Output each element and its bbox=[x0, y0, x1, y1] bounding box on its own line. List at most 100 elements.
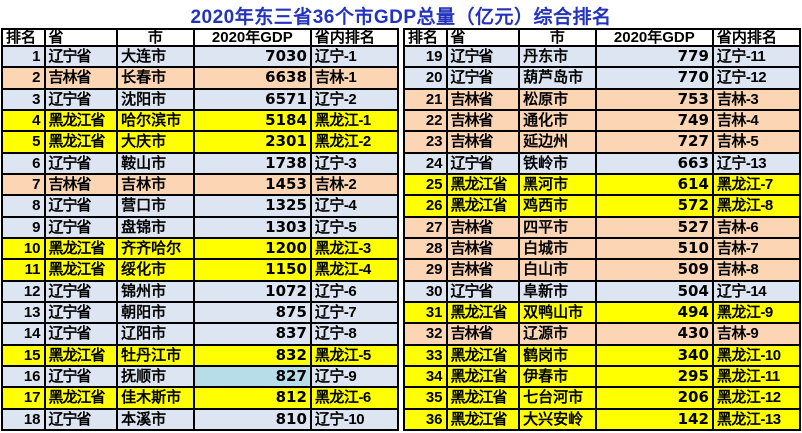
gdp-cell: 1303 bbox=[192, 215, 312, 239]
gdp-cell: 6571 bbox=[192, 87, 312, 111]
province-rank-cell: 吉林-5 bbox=[711, 130, 802, 154]
city-cell: 通化市 bbox=[518, 108, 597, 133]
gdp-cell: 2301 bbox=[192, 130, 312, 154]
province-cell: 辽宁省 bbox=[43, 407, 119, 432]
province-cell: 黑龙江省 bbox=[445, 172, 521, 197]
province-rank-cell: 黑龙江-11 bbox=[711, 364, 802, 389]
province-cell: 吉林省 bbox=[445, 322, 521, 346]
province-cell: 辽宁省 bbox=[445, 151, 521, 175]
rank-cell: 34 bbox=[403, 364, 448, 389]
table-row: 3 辽宁省 沈阳市 6571 辽宁-2 bbox=[1, 87, 400, 111]
province-rank-cell: 黑龙江-9 bbox=[711, 300, 802, 325]
rank-cell: 17 bbox=[1, 386, 46, 410]
province-cell: 吉林省 bbox=[445, 215, 521, 239]
header-gdp: 2020年GDP bbox=[192, 28, 312, 47]
table-row: 10 黑龙江省 齐齐哈尔 1200 黑龙江-3 bbox=[1, 236, 400, 261]
province-cell: 黑龙江省 bbox=[43, 108, 119, 133]
province-cell: 吉林省 bbox=[445, 258, 521, 282]
province-rank-cell: 辽宁-1 bbox=[309, 44, 400, 69]
province-rank-cell: 吉林-7 bbox=[711, 236, 802, 261]
rank-cell: 12 bbox=[1, 279, 46, 303]
province-cell: 黑龙江省 bbox=[445, 407, 521, 432]
header-rank: 排名 bbox=[1, 28, 46, 47]
header-province: 省 bbox=[43, 28, 119, 47]
page-title: 2020年东三省36个市GDP总量（亿元）综合排名 bbox=[190, 7, 612, 28]
gdp-cell: 614 bbox=[594, 172, 714, 197]
province-rank-cell: 辽宁-5 bbox=[309, 215, 400, 239]
gdp-cell: 504 bbox=[594, 279, 714, 303]
province-rank-cell: 吉林-3 bbox=[711, 87, 802, 111]
rank-cell: 28 bbox=[403, 236, 448, 261]
gdp-cell: 6638 bbox=[192, 66, 312, 90]
table-row: 25 黑龙江省 黑河市 614 黑龙江-7 bbox=[403, 172, 802, 197]
table-row: 9 辽宁省 盘锦市 1303 辽宁-5 bbox=[1, 215, 400, 239]
gdp-cell: 1738 bbox=[192, 151, 312, 175]
city-cell: 大连市 bbox=[116, 44, 195, 69]
province-rank-cell: 辽宁-11 bbox=[711, 44, 802, 69]
province-rank-cell: 吉林-8 bbox=[711, 258, 802, 282]
province-cell: 黑龙江省 bbox=[445, 386, 521, 410]
gdp-cell: 810 bbox=[192, 407, 312, 432]
gdp-table-right: 排名 省 市 2020年GDP 省内排名 19 辽宁省 丹东市 779 辽宁-11 20 辽… bbox=[403, 28, 802, 432]
city-cell: 朝阳市 bbox=[116, 300, 195, 325]
province-rank-cell: 吉林-1 bbox=[309, 66, 400, 90]
city-cell: 阜新市 bbox=[518, 279, 597, 303]
table-row: 2 吉林省 长春市 6638 吉林-1 bbox=[1, 66, 400, 90]
province-rank-cell: 辽宁-9 bbox=[309, 364, 400, 389]
city-cell: 延边州 bbox=[518, 130, 597, 154]
rank-cell: 36 bbox=[403, 407, 448, 432]
province-rank-cell: 辽宁-12 bbox=[711, 66, 802, 90]
table-row: 11 黑龙江省 绥化市 1150 黑龙江-4 bbox=[1, 258, 400, 282]
table-row: 20 辽宁省 葫芦岛市 770 辽宁-12 bbox=[403, 66, 802, 90]
province-cell: 黑龙江省 bbox=[43, 130, 119, 154]
rank-cell: 31 bbox=[403, 300, 448, 325]
province-rank-cell: 黑龙江-7 bbox=[711, 172, 802, 197]
gdp-cell: 510 bbox=[594, 236, 714, 261]
rank-cell: 30 bbox=[403, 279, 448, 303]
province-cell: 吉林省 bbox=[445, 236, 521, 261]
province-cell: 辽宁省 bbox=[43, 215, 119, 239]
table-row: 21 吉林省 松原市 753 吉林-3 bbox=[403, 87, 802, 111]
table-row: 28 吉林省 白城市 510 吉林-7 bbox=[403, 236, 802, 261]
table-row: 29 吉林省 白山市 509 吉林-8 bbox=[403, 258, 802, 282]
gdp-cell: 1453 bbox=[192, 172, 312, 197]
province-cell: 辽宁省 bbox=[43, 364, 119, 389]
province-rank-cell: 辽宁-13 bbox=[711, 151, 802, 175]
table-row: 5 黑龙江省 大庆市 2301 黑龙江-2 bbox=[1, 130, 400, 154]
province-cell: 吉林省 bbox=[43, 66, 119, 90]
city-cell: 营口市 bbox=[116, 194, 195, 218]
gdp-cell: 340 bbox=[594, 343, 714, 367]
city-cell: 盘锦市 bbox=[116, 215, 195, 239]
province-cell: 黑龙江省 bbox=[43, 343, 119, 367]
rank-cell: 13 bbox=[1, 300, 46, 325]
province-cell: 黑龙江省 bbox=[43, 236, 119, 261]
table-row: 1 辽宁省 大连市 7030 辽宁-1 bbox=[1, 44, 400, 69]
province-cell: 辽宁省 bbox=[445, 44, 521, 69]
gdp-cell: 770 bbox=[594, 66, 714, 90]
table-row: 32 吉林省 辽源市 430 吉林-9 bbox=[403, 322, 802, 346]
rank-cell: 8 bbox=[1, 194, 46, 218]
header-province: 省 bbox=[445, 28, 521, 47]
table-row: 33 黑龙江省 鹤岗市 340 黑龙江-10 bbox=[403, 343, 802, 367]
table-body-right: 19 辽宁省 丹东市 779 辽宁-11 20 辽宁省 葫芦岛市 770 辽宁-12 21 吉林省 松原… bbox=[403, 44, 802, 432]
gdp-cell: 5184 bbox=[192, 108, 312, 133]
gdp-cell: 779 bbox=[594, 44, 714, 69]
rank-cell: 23 bbox=[403, 130, 448, 154]
header-city: 市 bbox=[518, 28, 597, 47]
table-row: 23 吉林省 延边州 727 吉林-5 bbox=[403, 130, 802, 154]
rank-cell: 5 bbox=[1, 130, 46, 154]
header-city: 市 bbox=[116, 28, 195, 47]
province-cell: 吉林省 bbox=[43, 172, 119, 197]
city-cell: 哈尔滨市 bbox=[116, 108, 195, 133]
province-cell: 黑龙江省 bbox=[445, 343, 521, 367]
table-row: 19 辽宁省 丹东市 779 辽宁-11 bbox=[403, 44, 802, 69]
province-rank-cell: 辽宁-4 bbox=[309, 194, 400, 218]
gdp-cell: 509 bbox=[594, 258, 714, 282]
city-cell: 白城市 bbox=[518, 236, 597, 261]
gdp-cell: 295 bbox=[594, 364, 714, 389]
header-gdp: 2020年GDP bbox=[594, 28, 714, 47]
gdp-cell: 727 bbox=[594, 130, 714, 154]
table-body-left: 1 辽宁省 大连市 7030 辽宁-1 2 吉林省 长春市 6638 吉林-1 3 辽宁省 沈阳市 657… bbox=[1, 44, 400, 432]
province-rank-cell: 吉林-6 bbox=[711, 215, 802, 239]
city-cell: 丹东市 bbox=[518, 44, 597, 69]
